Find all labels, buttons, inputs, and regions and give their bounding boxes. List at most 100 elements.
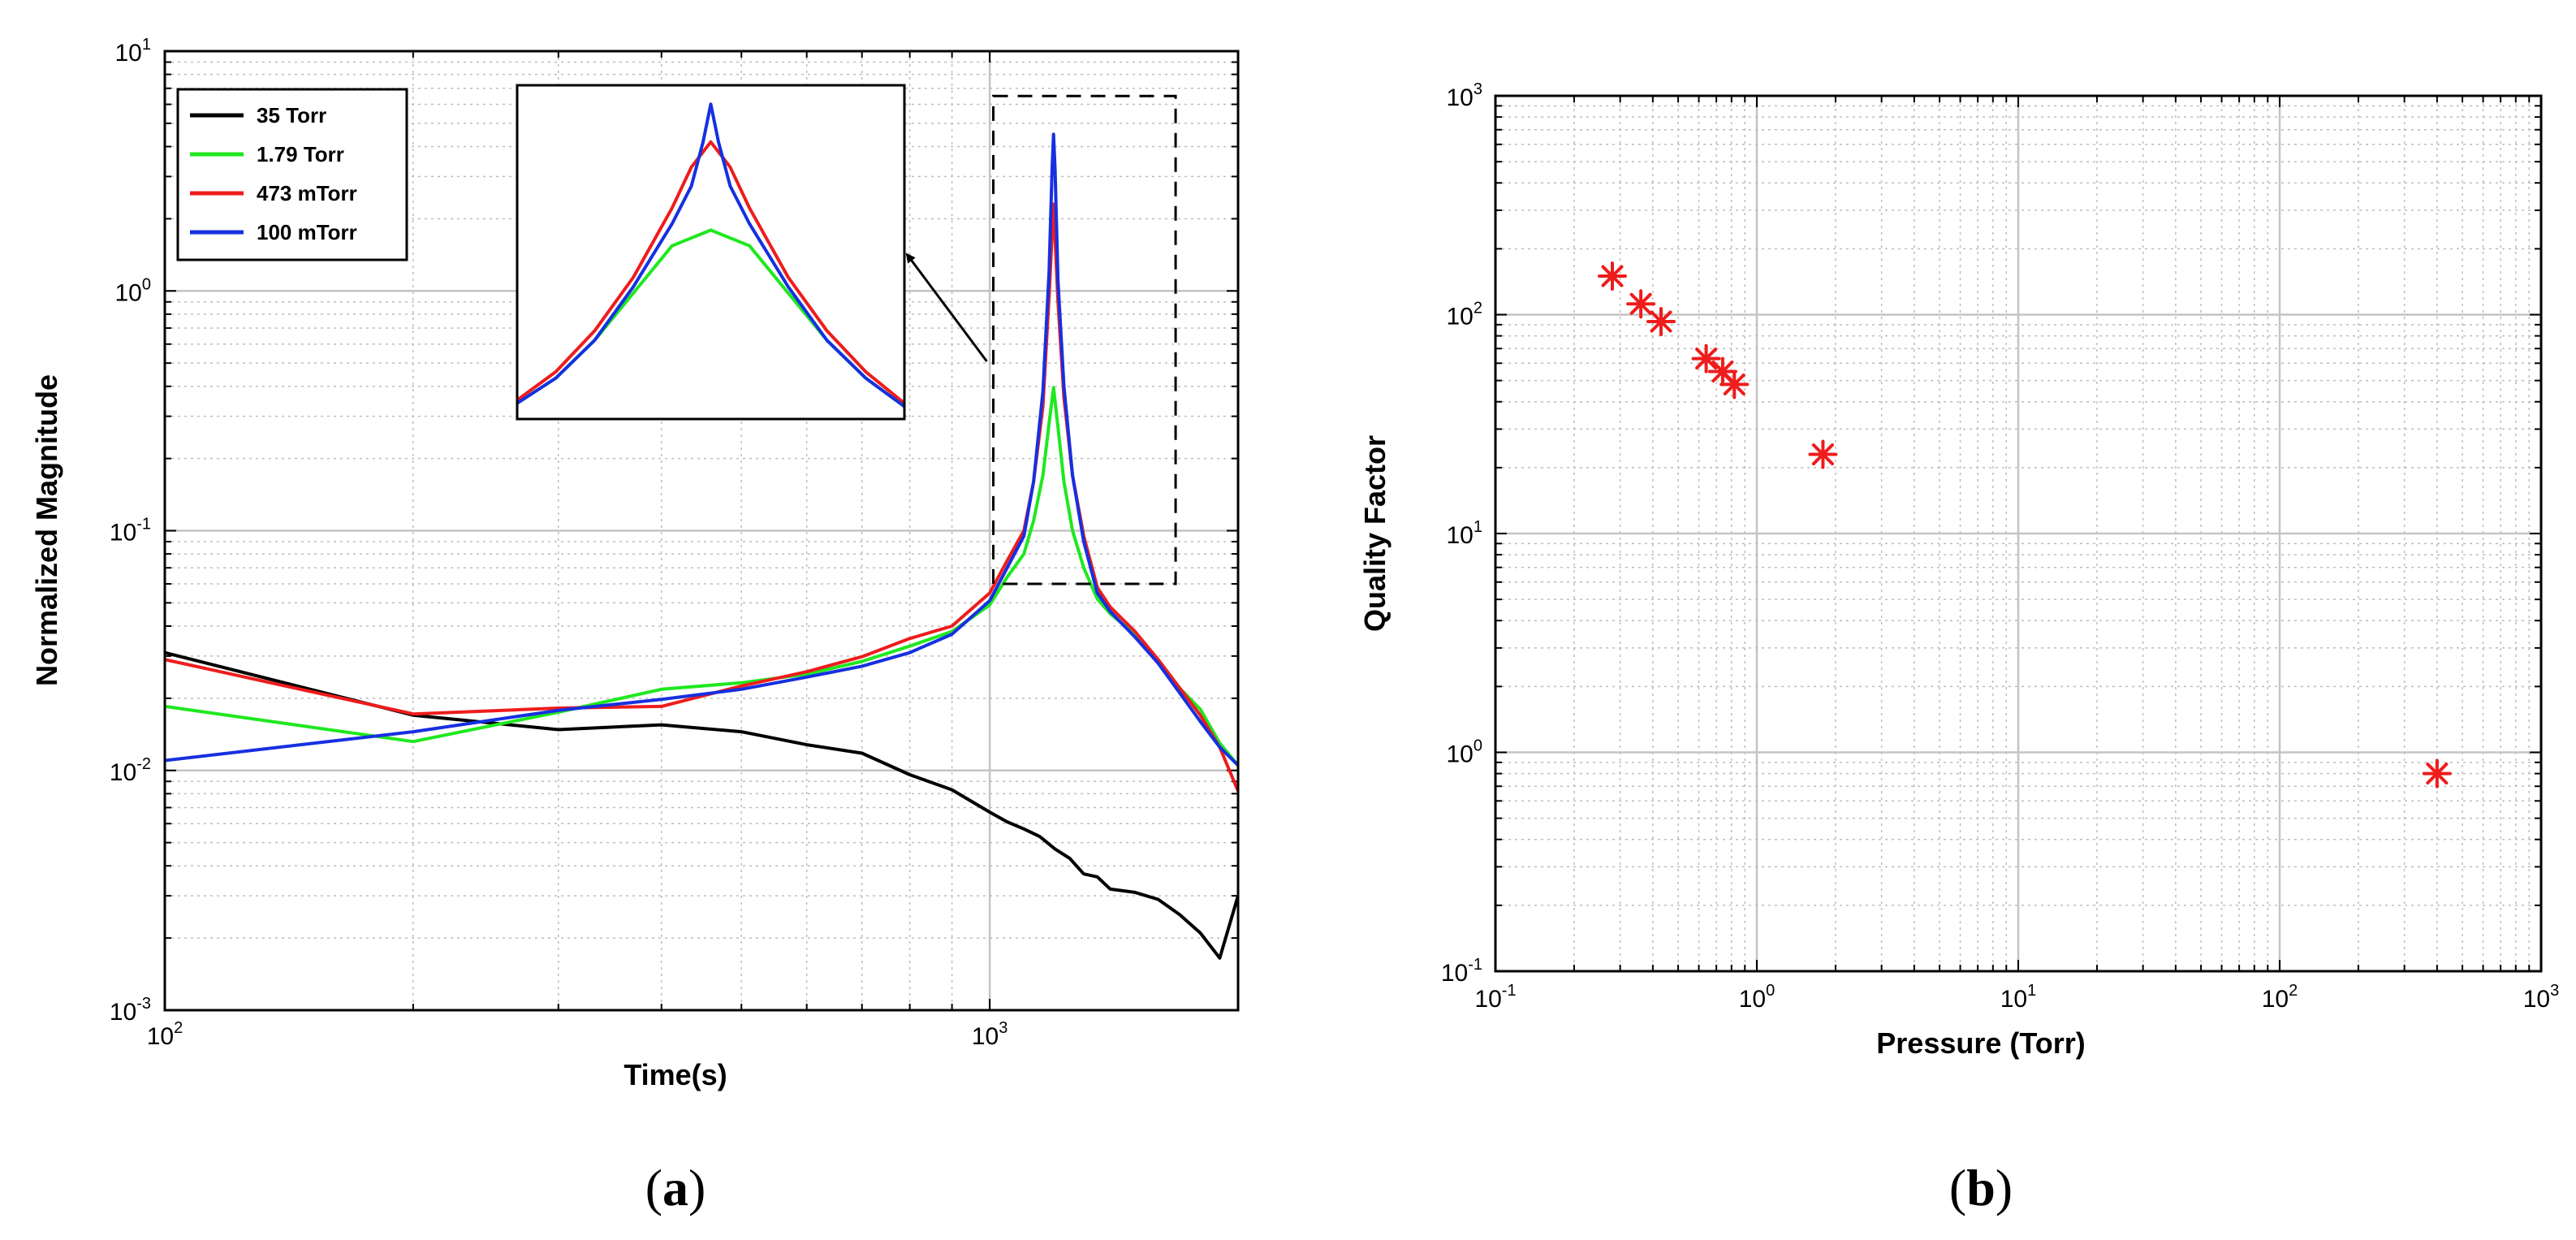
chart-a-x-tick-label-0: 102 bbox=[147, 1019, 183, 1050]
chart-a-series-group bbox=[165, 132, 1238, 960]
chart-b-point-5 bbox=[1719, 369, 1750, 400]
chart-a-zoom-box bbox=[905, 94, 1177, 585]
chart-b-y-tick-label-4: 103 bbox=[1447, 80, 1483, 111]
chart-b-x-ticks: 10-1 100 101 102 103 bbox=[1474, 982, 2559, 1013]
chart-a-y-tick-label-1-exponent: -2 bbox=[136, 755, 151, 773]
panel-label-b-letter: b bbox=[1966, 1159, 1996, 1216]
chart-a-y-tick-label-2: 10-1 bbox=[110, 516, 151, 547]
chart-a-y-tick-label-3: 100 bbox=[115, 275, 152, 306]
chart-a-x-tick-label-1-exponent: 3 bbox=[999, 1019, 1008, 1037]
chart-b-x-tick-label-1-exponent: 0 bbox=[1766, 982, 1775, 1000]
chart-a-inset-line-1 bbox=[517, 140, 904, 405]
chart-a-x-ticks: 102 103 bbox=[147, 1019, 1008, 1050]
chart-a-inset-lines bbox=[517, 102, 904, 408]
chart-b-point-6 bbox=[1808, 439, 1838, 469]
chart-a-inset-line-2 bbox=[517, 102, 904, 408]
chart-b-grid bbox=[1494, 94, 2543, 973]
chart-b-x-tick-label-0-base: 10 bbox=[1474, 986, 1501, 1013]
chart-a-legend-label-0: 35 Torr bbox=[257, 103, 326, 127]
chart-b-point-3 bbox=[1691, 343, 1721, 374]
chart-b-x-axis-label: Pressure (Torr) bbox=[1876, 1026, 2085, 1060]
chart-b-point-0-stroke-d2 bbox=[1601, 265, 1624, 287]
chart-b-x-tick-label-3-exponent: 2 bbox=[2289, 982, 2298, 1000]
chart-a-zoom-rect bbox=[992, 94, 1177, 585]
chart-b-point-1 bbox=[1626, 289, 1656, 319]
chart-b-y-axis-label: Quality Factor bbox=[1358, 435, 1392, 632]
chart-a-legend-box bbox=[176, 88, 408, 261]
chart-a-inset-frame bbox=[516, 84, 906, 421]
chart-a-x-tick-label-1-base: 10 bbox=[972, 1023, 999, 1050]
chart-a-x-tick-label-0-exponent: 2 bbox=[174, 1019, 183, 1037]
chart-a-y-tick-label-4-exponent: 1 bbox=[142, 36, 151, 54]
chart-b-x-tick-label-3-base: 10 bbox=[2262, 986, 2289, 1013]
chart-a-y-tick-label-4-base: 10 bbox=[115, 40, 142, 67]
chart-b-x-tick-label-2-exponent: 1 bbox=[2027, 982, 2036, 1000]
chart-a-y-tick-label-0-exponent: -3 bbox=[136, 995, 151, 1013]
chart-b-y-tick-label-1-base: 10 bbox=[1447, 741, 1474, 768]
chart-a-series-line-0 bbox=[165, 650, 1238, 960]
chart-b-point-6-stroke-d2 bbox=[1811, 443, 1834, 466]
chart-a-y-tick-label-3-base: 10 bbox=[115, 279, 142, 306]
chart-b-y-tick-label-0-base: 10 bbox=[1441, 960, 1468, 987]
chart-a-frame bbox=[163, 50, 1240, 1012]
chart-a-y-tick-label-2-base: 10 bbox=[110, 520, 136, 547]
panel-label-a-letter: a bbox=[662, 1159, 688, 1216]
chart-b-frame bbox=[1494, 94, 2543, 973]
chart-b-y-tick-label-3: 102 bbox=[1447, 300, 1483, 331]
chart-a-inset bbox=[516, 84, 906, 421]
chart-a-legend-label-2: 473 mTorr bbox=[257, 181, 357, 205]
chart-b-y-tick-label-4-base: 10 bbox=[1447, 84, 1474, 111]
chart-b-x-tick-label-0: 10-1 bbox=[1474, 982, 1516, 1013]
chart-a-y-tick-label-4: 101 bbox=[115, 36, 152, 67]
chart-b-point-7 bbox=[2422, 758, 2452, 789]
chart-a-legend-label-3: 100 mTorr bbox=[257, 220, 357, 244]
chart-b-point-2 bbox=[1646, 306, 1676, 336]
chart-a-zoom-arrow bbox=[905, 253, 988, 362]
chart-b-x-tick-label-0-exponent: -1 bbox=[1502, 982, 1517, 1000]
chart-a-legend-label-1: 1.79 Torr bbox=[257, 142, 344, 166]
chart-b-x-tick-label-1: 100 bbox=[1739, 982, 1776, 1013]
chart-a-y-axis-label: Normalized Magnitude bbox=[30, 374, 63, 686]
chart-b-x-tick-label-3: 102 bbox=[2262, 982, 2298, 1013]
chart-b-points-group bbox=[1597, 261, 2452, 789]
chart-b-y-tick-label-2-base: 10 bbox=[1447, 522, 1474, 549]
chart-a-inset-bg bbox=[517, 85, 904, 419]
chart-a-y-tick-label-1: 10-2 bbox=[110, 755, 151, 786]
chart-b-y-tick-label-1: 100 bbox=[1447, 737, 1483, 768]
chart-a-y-tick-label-0-base: 10 bbox=[110, 999, 136, 1026]
chart-a-x-tick-label-1: 103 bbox=[972, 1019, 1008, 1050]
chart-b-x-tick-label-4-base: 10 bbox=[2523, 986, 2550, 1013]
chart-a-y-tick-label-2-exponent: -1 bbox=[136, 516, 151, 534]
chart-b-y-tick-label-3-base: 10 bbox=[1447, 304, 1474, 331]
chart-b-point-7-stroke-d2 bbox=[2426, 763, 2449, 785]
chart-b-x-tick-label-2: 101 bbox=[2000, 982, 2037, 1013]
chart-b-x-tick-label-4: 103 bbox=[2523, 982, 2560, 1013]
chart-a-y-tick-label-1-base: 10 bbox=[110, 759, 136, 786]
chart-a-series-line-1 bbox=[165, 386, 1238, 767]
chart-a-x-axis-label: Time(s) bbox=[624, 1058, 727, 1091]
chart-b-y-tick-label-3-exponent: 2 bbox=[1474, 300, 1482, 318]
chart-b-x-tick-label-1-base: 10 bbox=[1739, 986, 1766, 1013]
chart-b-y-tick-label-0: 10-1 bbox=[1441, 956, 1482, 987]
chart-b-point-4-stroke-d2 bbox=[1711, 360, 1734, 382]
chart-a-y-tick-label-0: 10-3 bbox=[110, 995, 151, 1026]
chart-b-x-tick-label-2-base: 10 bbox=[2000, 986, 2027, 1013]
chart-a-legend: 35 Torr 1.79 Torr 473 mTorr 100 mTorr bbox=[176, 88, 408, 261]
chart-b-point-3-stroke-d2 bbox=[1695, 348, 1718, 370]
chart-b-y-tick-label-2: 101 bbox=[1447, 518, 1483, 549]
chart-b-y-tick-label-2-exponent: 1 bbox=[1474, 518, 1482, 536]
chart-b-point-2-stroke-d2 bbox=[1650, 310, 1672, 333]
chart-b-point-5-stroke-d2 bbox=[1723, 373, 1745, 395]
panel-label-a: (a) bbox=[645, 1159, 706, 1216]
chart-b-point-1-stroke-d2 bbox=[1629, 292, 1652, 315]
chart-a-x-tick-label-0-base: 10 bbox=[147, 1023, 174, 1050]
chart-b-x-tick-label-4-exponent: 3 bbox=[2550, 982, 2559, 1000]
chart-b-y-tick-label-1-exponent: 0 bbox=[1474, 737, 1482, 755]
chart-a-series-line-3 bbox=[165, 132, 1238, 767]
chart-b-point-0 bbox=[1597, 261, 1627, 292]
